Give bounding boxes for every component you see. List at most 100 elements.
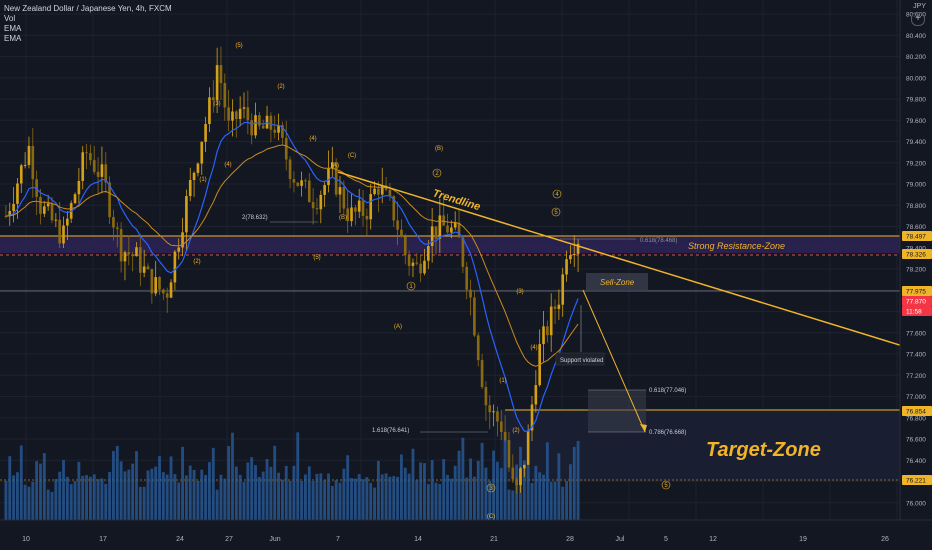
sell-zone-box	[586, 273, 648, 291]
candle-body	[215, 65, 219, 101]
chart-legend: New Zealand Dollar / Japanese Yen, 4h, F…	[4, 4, 172, 44]
candle-body	[546, 326, 549, 336]
volume-bar	[208, 462, 211, 520]
candle-body	[380, 185, 384, 195]
time-tick-label: 24	[176, 536, 184, 543]
candle-body	[450, 227, 453, 233]
volume-bar	[62, 460, 65, 520]
volume-bar	[273, 445, 277, 520]
candle-body	[139, 247, 142, 273]
wave-label: (5)	[235, 43, 242, 49]
volume-bar	[54, 479, 58, 520]
vol-indicator-label[interactable]: Vol	[4, 14, 16, 23]
time-tick-label: 21	[490, 536, 498, 543]
ema2-indicator-label[interactable]: EMA	[4, 34, 22, 43]
candle-body	[112, 217, 115, 228]
time-axis[interactable]: 10 17 24 27 Jun 7 14 21 28 Jul 5 12 19 26	[22, 536, 889, 543]
candle-body	[281, 125, 284, 138]
candle-body	[488, 405, 492, 413]
wave-label: 2	[435, 171, 439, 177]
candle-body	[457, 222, 461, 238]
price-marker-label: 77.870	[906, 299, 926, 306]
candle-body	[238, 108, 242, 119]
candle-body	[403, 236, 407, 256]
candle-body	[265, 115, 269, 129]
volume-bar	[323, 480, 327, 520]
volume-bar	[407, 473, 411, 520]
volume-bar	[246, 462, 250, 520]
candle-body	[442, 215, 445, 226]
price-tick-label: 79.800	[906, 97, 926, 104]
volume-bar	[77, 461, 81, 520]
candle-body	[77, 180, 81, 195]
price-tick-label: 80.400	[906, 33, 926, 40]
volume-bar	[181, 446, 184, 520]
time-tick-label: 7	[336, 536, 340, 543]
candle-body	[158, 277, 161, 290]
symbol-title[interactable]: New Zealand Dollar / Japanese Yen, 4h, F…	[4, 4, 172, 13]
candle-body	[288, 159, 292, 180]
candle-body	[58, 219, 61, 244]
candle-body	[427, 245, 430, 261]
volume-bar	[39, 463, 42, 520]
volume-bar	[492, 450, 496, 520]
add-plus-icon[interactable]: +	[911, 12, 925, 26]
wave-label: (2)	[277, 84, 284, 90]
price-marker-badge	[902, 286, 932, 296]
candle-body	[523, 464, 526, 469]
candle-body	[407, 255, 411, 266]
price-marker-badge	[902, 475, 932, 485]
candle-body	[569, 255, 572, 260]
candle-body	[473, 297, 476, 336]
volume-bar	[58, 471, 62, 520]
price-tick-label: 77.200	[906, 373, 926, 380]
volume-bar	[307, 466, 311, 520]
ema1-indicator-label[interactable]: EMA	[4, 24, 22, 33]
candle-body	[480, 360, 484, 388]
wave-circle-icon	[432, 168, 442, 178]
projection-arrow	[582, 289, 646, 433]
support-violated-box	[555, 352, 605, 366]
volume-bar	[119, 461, 123, 520]
trendline[interactable]	[337, 171, 932, 356]
volume-bar	[327, 473, 330, 520]
price-tick-label: 76.400	[906, 458, 926, 465]
volume-bar	[73, 481, 77, 520]
candle-body	[549, 306, 553, 336]
candle-body	[181, 232, 184, 248]
candle-body	[557, 304, 561, 309]
volume-bar	[265, 459, 269, 520]
candle-body	[511, 467, 515, 480]
wave-labels: (5) (2) (3) (4) (1) (4) (C) (A) (B) (2) (5) (B) 2 4 5 1…	[193, 43, 671, 520]
fib-2-label: 2(78.632)	[242, 215, 268, 221]
wave-label: 5	[664, 483, 668, 489]
volume-bar	[511, 490, 515, 520]
volume-bar	[50, 491, 54, 520]
candle-body	[19, 165, 23, 184]
candle-body	[327, 168, 330, 186]
volume-bar	[300, 481, 304, 520]
price-axis[interactable]: 80.60080.40080.20080.00079.80079.60079.4…	[906, 12, 926, 529]
price-marker-badge	[902, 249, 932, 259]
price-marker-label: 11:58	[906, 309, 922, 316]
candle-body	[484, 387, 488, 406]
candle-body	[499, 421, 503, 432]
wave-label: (5)	[313, 255, 320, 261]
time-tick-label: 17	[99, 536, 107, 543]
candle-body	[66, 218, 69, 226]
candle-body	[534, 385, 538, 405]
candle-body	[196, 163, 200, 173]
wave-circle-icon	[486, 483, 496, 493]
candle-body	[377, 188, 380, 195]
volume-bar	[342, 468, 346, 520]
wave-label: (B)	[339, 215, 347, 221]
candle-body	[219, 65, 223, 84]
candle-body	[576, 243, 580, 254]
volume-bar	[545, 442, 549, 520]
volume-bar	[223, 478, 227, 520]
resistance-zone-band	[0, 236, 900, 253]
candle-body	[200, 141, 204, 164]
wave-label: (4)	[530, 345, 537, 351]
candle-body	[365, 215, 369, 220]
